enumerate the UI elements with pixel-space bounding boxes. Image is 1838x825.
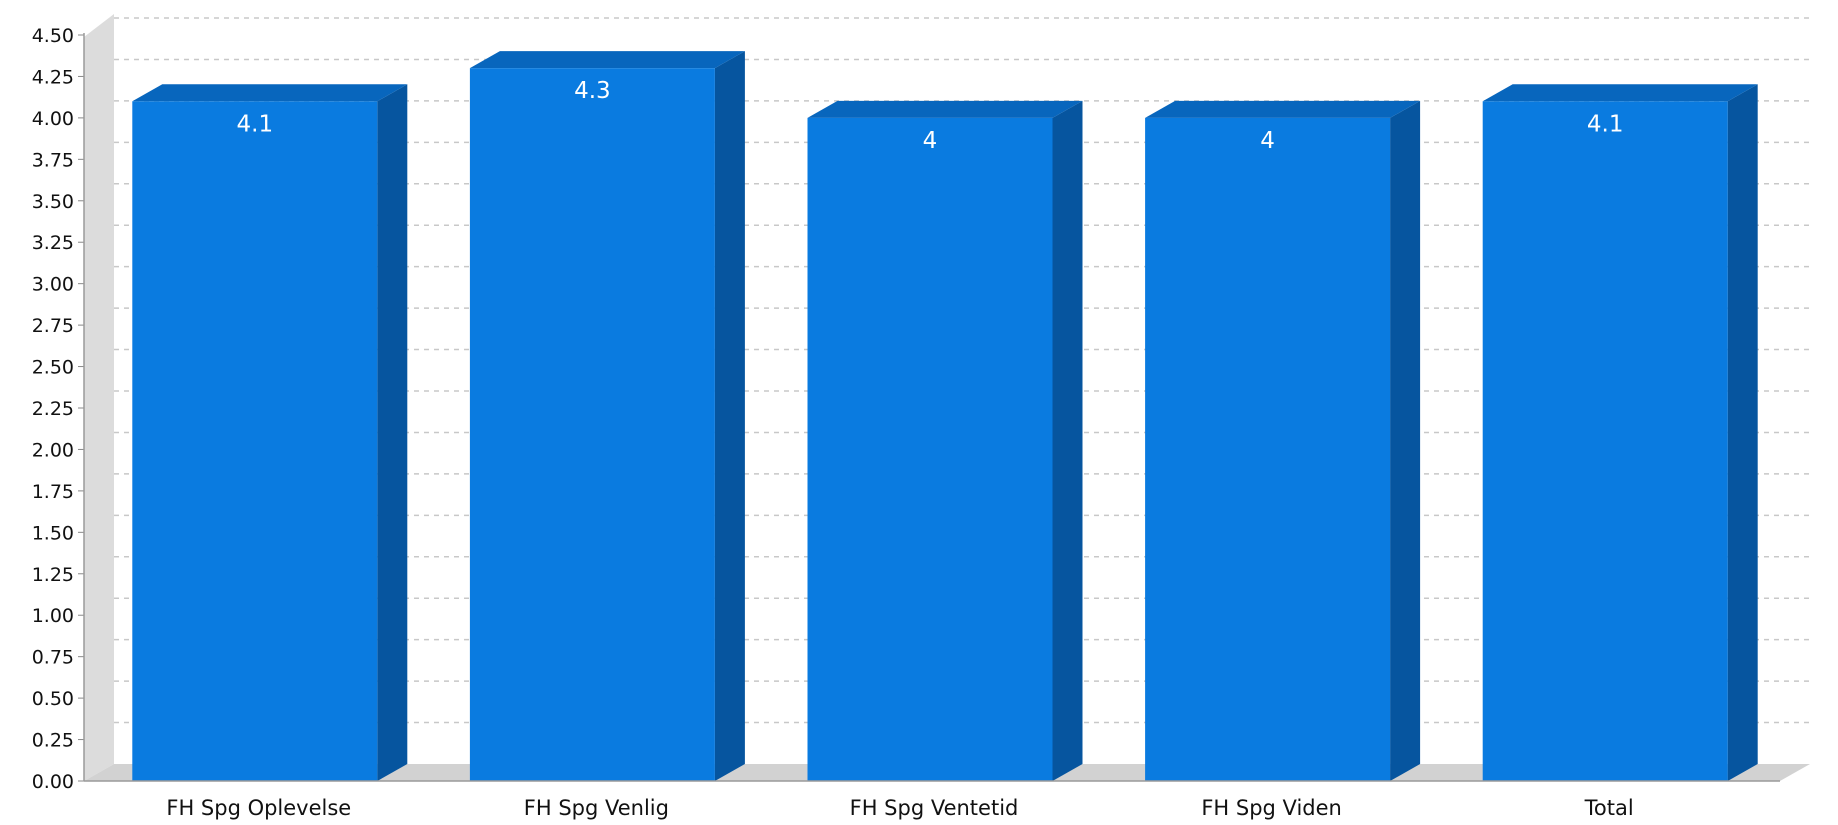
x-category-label: FH Spg Ventetid (850, 796, 1019, 820)
y-tick-label: 2.75 (32, 315, 74, 337)
bar-5: 4.1 (1482, 84, 1758, 782)
y-tick-label: 3.75 (32, 149, 74, 171)
bar-value-label: 4.1 (1587, 111, 1624, 137)
bar-4: 4 (1145, 100, 1421, 781)
bar-top-face (1482, 84, 1758, 102)
y-tick-label: 3.50 (32, 191, 74, 213)
y-tick-label: 4.00 (32, 108, 74, 130)
bar-top-face (1145, 100, 1421, 118)
y-tick-label: 0.00 (32, 771, 74, 793)
bar-side-face (1727, 84, 1758, 782)
y-tick-label: 4.50 (32, 25, 74, 47)
chart-side-wall (84, 14, 114, 781)
y-tick-label: 0.50 (32, 688, 74, 710)
y-tick-label: 2.50 (32, 357, 74, 379)
x-category-label: FH Spg Oplevelse (166, 796, 351, 820)
y-tick-label: 1.00 (32, 605, 74, 627)
bar-top-face (469, 51, 745, 69)
y-tick-label: 4.25 (32, 66, 74, 88)
y-tick-label: 0.25 (32, 730, 74, 752)
bar-3: 4 (807, 100, 1083, 781)
bar-value-label: 4 (923, 128, 938, 154)
bar-top-face (807, 100, 1083, 118)
bar-value-label: 4.3 (574, 78, 611, 104)
bar-1: 4.1 (132, 84, 408, 782)
bar-2: 4.3 (469, 51, 745, 781)
bar-side-face (1052, 100, 1083, 781)
bar-front-face (1482, 101, 1728, 782)
bar-top-face (132, 84, 408, 102)
bar-front-face (469, 68, 715, 781)
x-category-label: FH Spg Viden (1201, 796, 1342, 820)
x-category-label: Total (1584, 796, 1634, 820)
bar-value-label: 4 (1260, 128, 1275, 154)
y-tick-label: 2.25 (32, 398, 74, 420)
y-tick-label: 3.25 (32, 232, 74, 254)
bar-side-face (377, 84, 408, 782)
bar-side-face (1390, 100, 1421, 781)
y-tick-label: 1.50 (32, 522, 74, 544)
bar-value-label: 4.1 (237, 111, 274, 137)
bar-side-face (714, 51, 745, 781)
bar-front-face (1145, 117, 1391, 781)
bar-front-face (807, 117, 1053, 781)
y-tick-label: 3.00 (32, 274, 74, 296)
y-tick-label: 2.00 (32, 439, 74, 461)
y-tick-label: 0.75 (32, 647, 74, 669)
x-category-label: FH Spg Venlig (524, 796, 669, 820)
bar-front-face (132, 101, 378, 782)
y-tick-label: 1.25 (32, 564, 74, 586)
y-tick-label: 1.75 (32, 481, 74, 503)
